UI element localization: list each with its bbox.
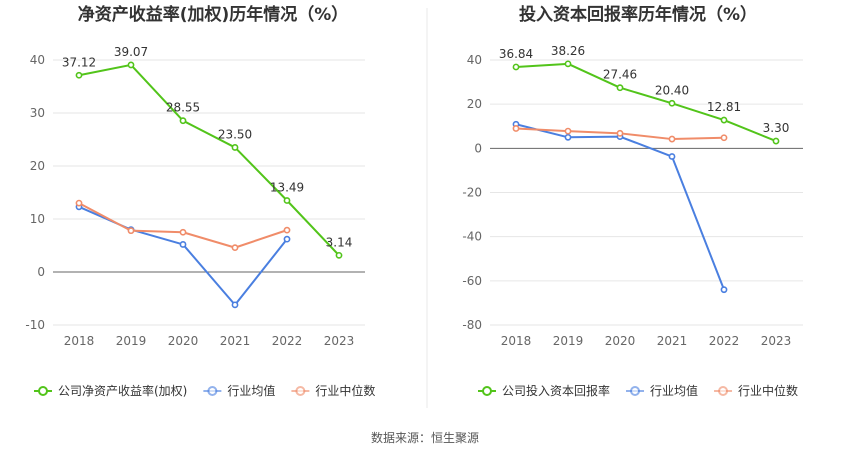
data-label: 3.30 (763, 121, 790, 135)
legend-item[interactable]: 行业均值 (203, 383, 275, 398)
y-tick-label: 0 (474, 141, 482, 155)
legend-marker-icon (295, 386, 306, 396)
roic-chart: 投入资本回报率历年情况（%） -80 -60 -40 -20 0 20 40 2018 2019… (462, 4, 803, 398)
data-label: 23.50 (218, 127, 252, 141)
legend-marker-icon (207, 386, 218, 396)
legend-item[interactable]: 行业中位数 (714, 383, 798, 398)
series-line (515, 123, 725, 291)
legend-label: 公司投入资本回报率 (502, 383, 610, 398)
data-point (512, 63, 520, 71)
data-point (231, 301, 239, 309)
x-tick-label: 2020 (168, 334, 199, 348)
series-line (515, 62, 777, 142)
data-point (179, 117, 187, 125)
x-tick-label: 2022 (272, 334, 303, 348)
data-point (231, 144, 239, 151)
y-tick-label: 40 (30, 53, 45, 67)
data-point (720, 116, 728, 124)
x-tick-label: 2020 (605, 334, 636, 348)
y-tick-label: 30 (30, 106, 45, 120)
series-line (78, 202, 288, 249)
data-point (75, 71, 83, 79)
data-point (335, 251, 343, 259)
series-line (78, 205, 288, 306)
legend-item[interactable]: 公司净资产收益率(加权) (34, 383, 187, 398)
legend-label: 公司净资产收益率(加权) (58, 383, 187, 398)
data-point (283, 226, 291, 234)
legend-label: 行业中位数 (738, 383, 798, 398)
legend-item[interactable]: 行业中位数 (291, 383, 375, 398)
x-tick-label: 2019 (116, 334, 147, 348)
y-tick-label: 20 (467, 97, 482, 111)
legend-label: 行业中位数 (315, 383, 375, 398)
data-point (720, 134, 728, 142)
data-source: 数据来源：恒生聚源 (371, 430, 479, 445)
data-point (772, 137, 780, 145)
legend-marker-icon (630, 386, 641, 396)
legend-label: 行业均值 (227, 383, 275, 398)
legend-marker-icon (38, 386, 48, 396)
data-point (75, 199, 83, 207)
y-tick-label: 10 (30, 212, 45, 226)
data-point (668, 153, 676, 160)
data-point (283, 197, 291, 204)
legend-label: 行业均值 (650, 383, 698, 398)
data-label: 3.14 (326, 235, 353, 249)
y-tick-label: -60 (462, 274, 482, 288)
x-tick-label: 2018 (501, 334, 532, 348)
y-tick-label: -40 (462, 230, 482, 244)
data-label: 20.40 (655, 83, 689, 97)
x-tick-label: 2019 (553, 334, 584, 348)
y-tick-label: -10 (25, 318, 45, 332)
roe-chart: 净资产收益率(加权)历年情况（%） -10 0 10 20 30 40 2018 2019 20… (25, 4, 375, 398)
y-tick-label: -20 (462, 186, 482, 200)
legend-item[interactable]: 行业均值 (626, 383, 698, 398)
data-label: 13.49 (270, 181, 304, 195)
x-tick-label: 2023 (761, 334, 792, 348)
legend-item[interactable]: 公司投入资本回报率 (478, 383, 610, 398)
x-tick-label: 2021 (220, 334, 251, 348)
data-point (720, 286, 728, 294)
y-tick-label: 20 (30, 159, 45, 173)
x-tick-label: 2023 (324, 334, 355, 348)
y-tick-label: 40 (467, 53, 482, 67)
data-point (179, 228, 187, 236)
data-point (283, 235, 291, 243)
data-point (127, 61, 135, 69)
legend-marker-icon (718, 386, 729, 396)
chart-title: 净资产收益率(加权)历年情况（%） (78, 4, 349, 25)
data-point (231, 244, 239, 252)
x-tick-label: 2021 (657, 334, 688, 348)
data-label: 38.26 (551, 44, 585, 58)
x-tick-label: 2018 (64, 334, 95, 348)
data-point (127, 227, 135, 235)
y-tick-label: -80 (462, 318, 482, 332)
data-point (564, 60, 572, 68)
data-point (512, 125, 520, 132)
x-tick-label: 2022 (709, 334, 740, 348)
data-label: 12.81 (707, 100, 741, 114)
data-point (668, 135, 676, 143)
chart-title: 投入资本回报率历年情况（%） (519, 4, 757, 25)
data-label: 36.84 (499, 47, 533, 61)
data-point (564, 133, 572, 141)
data-point (668, 99, 676, 107)
data-point (616, 84, 624, 92)
data-point (564, 127, 572, 135)
data-point (616, 129, 624, 137)
legend-marker-icon (482, 386, 492, 396)
data-label: 37.12 (62, 55, 96, 69)
data-label: 27.46 (603, 68, 637, 82)
data-label: 28.55 (166, 101, 200, 115)
data-label: 39.07 (114, 45, 148, 59)
y-tick-label: 0 (37, 265, 45, 279)
data-point (179, 241, 187, 248)
series-line (78, 63, 340, 257)
